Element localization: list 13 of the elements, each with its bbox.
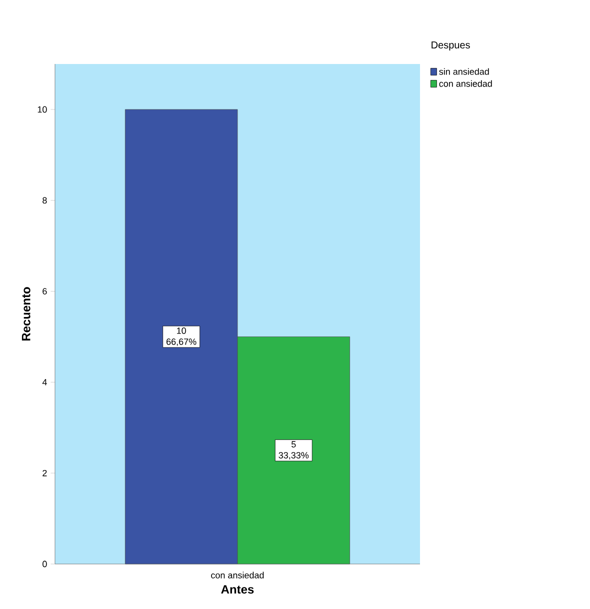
legend-label: sin ansiedad (439, 68, 489, 75)
y-tick-label: 4 (42, 379, 47, 386)
y-tick-label: 0 (42, 560, 47, 568)
x-axis-title: Antes (221, 585, 254, 594)
y-tick-label: 8 (42, 197, 47, 204)
y-axis-title: Recuento (22, 287, 30, 341)
legend-title: Despues (432, 42, 470, 50)
y-tick-label: 2 (42, 470, 47, 476)
legend-label: con ansiedad (439, 80, 492, 87)
y-tick-label: 10 (38, 106, 47, 113)
data-label: 10 66,67% (166, 328, 196, 346)
data-label: 5 33,33% (278, 441, 309, 460)
y-tick-label: 6 (42, 288, 47, 294)
